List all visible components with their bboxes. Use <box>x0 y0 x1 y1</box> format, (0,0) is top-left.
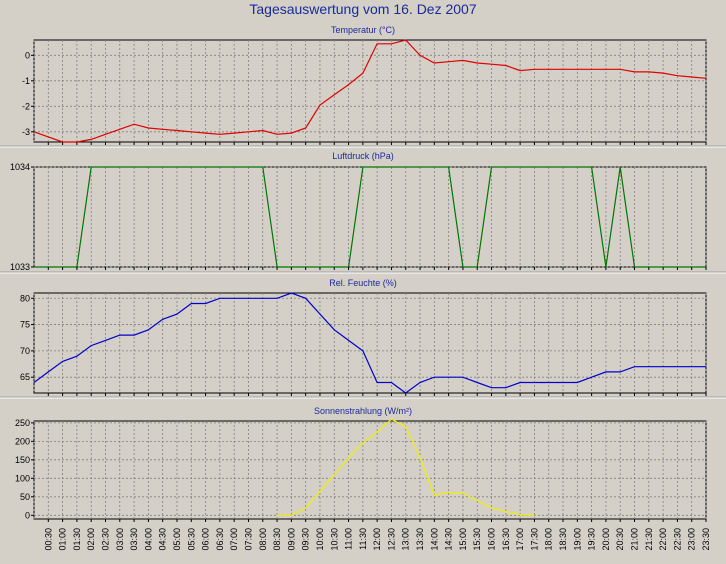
x-tick-label: 21:00 <box>630 528 640 551</box>
x-tick-label: 12:00 <box>372 528 382 551</box>
x-tick-label: 13:30 <box>415 528 425 551</box>
y-tick-label: 250 <box>15 418 30 428</box>
x-tick-label: 01:30 <box>72 528 82 551</box>
y-tick-label: 0 <box>25 50 30 60</box>
x-tick-label: 12:30 <box>386 528 396 551</box>
x-tick-label: 19:00 <box>572 528 582 551</box>
plot-area <box>33 166 707 268</box>
x-tick-label: 02:00 <box>86 528 96 551</box>
x-tick-label: 16:00 <box>487 528 497 551</box>
y-tick-label: 1034 <box>10 162 30 172</box>
x-tick-label: 03:30 <box>129 528 139 551</box>
x-tick-label: 04:00 <box>143 528 153 551</box>
x-tick-label: 07:00 <box>229 528 239 551</box>
x-tick-label: 22:30 <box>672 528 682 551</box>
x-tick-label: 02:30 <box>100 528 110 551</box>
x-tick-label: 06:30 <box>215 528 225 551</box>
x-tick-label: 15:30 <box>472 528 482 551</box>
x-tick-label: 09:30 <box>301 528 311 551</box>
y-tick-label: 100 <box>15 473 30 483</box>
x-tick-label: 16:30 <box>501 528 511 551</box>
y-tick-label: -3 <box>22 127 30 137</box>
x-tick-label: 05:30 <box>186 528 196 551</box>
y-tick-label: 80 <box>20 293 30 303</box>
x-tick-label: 20:00 <box>601 528 611 551</box>
x-tick-label: 11:00 <box>344 528 354 550</box>
y-tick-label: 65 <box>20 372 30 382</box>
x-tick-label: 19:30 <box>587 528 597 551</box>
series-line <box>33 39 707 143</box>
y-tick-label: 200 <box>15 436 30 446</box>
x-tick-label: 03:00 <box>115 528 125 551</box>
chart-title: Rel. Feuchte (%) <box>329 278 397 288</box>
y-tick-label: 1033 <box>10 262 30 272</box>
x-tick-label: 00:30 <box>43 528 53 551</box>
x-tick-label: 08:30 <box>272 528 282 551</box>
plot-area <box>33 39 707 143</box>
chart-title: Temperatur (°C) <box>331 25 395 35</box>
series-line <box>277 418 535 516</box>
chart-title: Luftdruck (hPa) <box>332 151 394 161</box>
chart-title: Sonnenstrahlung (W/m²) <box>314 406 412 416</box>
x-tick-label: 01:00 <box>58 528 68 551</box>
x-tick-label: 18:00 <box>544 528 554 551</box>
x-tick-label: 21:30 <box>644 528 654 551</box>
y-tick-label: -2 <box>22 101 30 111</box>
x-tick-label: 04:30 <box>158 528 168 551</box>
x-tick-label: 17:00 <box>515 528 525 551</box>
x-tick-label: 13:00 <box>401 528 411 551</box>
x-tick-label: 10:00 <box>315 528 325 551</box>
x-tick-label: 10:30 <box>329 528 339 551</box>
x-tick-label: 23:30 <box>701 528 711 551</box>
x-tick-label: 14:00 <box>429 528 439 551</box>
plot-area <box>33 292 707 394</box>
x-tick-label: 08:00 <box>258 528 268 551</box>
series-line <box>34 166 706 268</box>
plot-area <box>33 420 707 520</box>
x-tick-label: 15:00 <box>458 528 468 551</box>
x-tick-label: 23:00 <box>687 528 697 551</box>
y-tick-label: 70 <box>20 346 30 356</box>
x-tick-label: 22:00 <box>658 528 668 551</box>
x-tick-label: 11:30 <box>358 528 368 550</box>
x-tick-label: 17:30 <box>529 528 539 551</box>
y-tick-label: -1 <box>22 76 30 86</box>
x-tick-label: 14:30 <box>444 528 454 551</box>
page-title: Tagesauswertung vom 16. Dez 2007 <box>249 1 477 17</box>
x-tick-label: 18:30 <box>558 528 568 551</box>
x-tick-label: 06:00 <box>201 528 211 551</box>
x-tick-label: 07:30 <box>243 528 253 551</box>
y-tick-label: 50 <box>20 492 30 502</box>
x-tick-label: 20:30 <box>615 528 625 551</box>
y-tick-label: 75 <box>20 320 30 330</box>
series-line <box>33 292 706 394</box>
y-tick-label: 150 <box>15 455 30 465</box>
x-tick-label: 09:00 <box>286 528 296 551</box>
x-tick-label: 05:00 <box>172 528 182 551</box>
y-tick-label: 0 <box>25 510 30 520</box>
